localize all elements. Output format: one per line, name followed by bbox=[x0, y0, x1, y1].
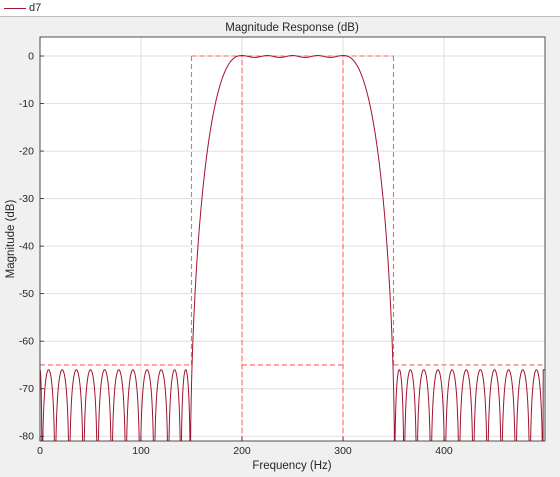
series-line-d7 bbox=[40, 55, 545, 441]
x-tick-label: 0 bbox=[37, 445, 43, 457]
x-tick-label: 200 bbox=[233, 445, 251, 457]
y-tick-label: -10 bbox=[19, 98, 34, 110]
y-ticks: 0 -10 -20 -30 -40 -50 -60 -70 -80 bbox=[19, 51, 44, 443]
y-axis-label: Magnitude (dB) bbox=[5, 200, 17, 279]
x-tick-label: 400 bbox=[435, 445, 453, 457]
legend-bar: d7 bbox=[0, 0, 560, 17]
series-group bbox=[40, 55, 545, 441]
y-tick-label: -60 bbox=[19, 336, 34, 348]
chart-title: Magnitude Response (dB) bbox=[225, 22, 359, 34]
y-tick-label: -80 bbox=[19, 431, 34, 443]
x-tick-label: 300 bbox=[334, 445, 352, 457]
y-tick-label: -30 bbox=[19, 193, 34, 205]
y-tick-label: -70 bbox=[19, 383, 34, 395]
plot-area bbox=[40, 37, 545, 441]
y-tick-label: -20 bbox=[19, 146, 34, 158]
x-ticks: 0 100 200 300 400 bbox=[37, 437, 453, 457]
x-tick-label: 100 bbox=[132, 445, 150, 457]
y-tick-label: -40 bbox=[19, 241, 34, 253]
y-tick-label: -50 bbox=[19, 288, 34, 300]
legend-swatch bbox=[4, 7, 26, 9]
plot-frame bbox=[39, 36, 546, 442]
legend-label: d7 bbox=[29, 2, 42, 14]
x-axis-label: Frequency (Hz) bbox=[252, 460, 331, 472]
y-tick-label: 0 bbox=[28, 51, 34, 63]
legend-entry-d7[interactable]: d7 bbox=[4, 1, 41, 15]
